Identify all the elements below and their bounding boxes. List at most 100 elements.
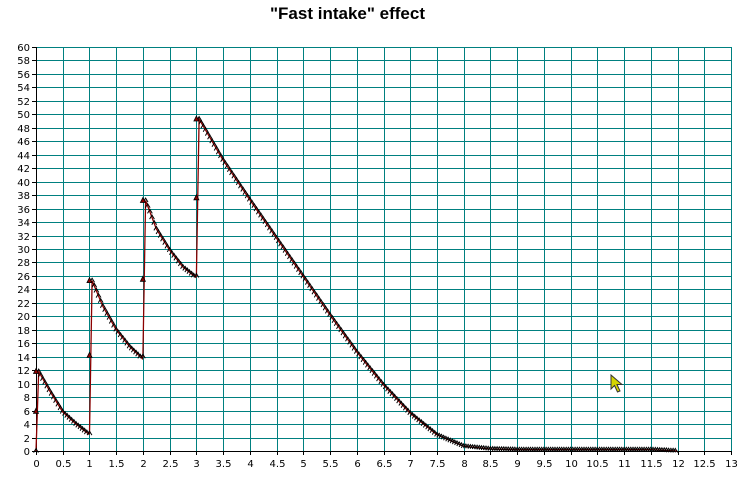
data-point [151, 219, 158, 225]
data-point [320, 302, 327, 308]
data-point [460, 442, 467, 449]
data-point [204, 130, 211, 136]
data-point [469, 443, 476, 450]
data-point [643, 446, 650, 452]
data-point [253, 206, 260, 212]
data-point [224, 163, 231, 169]
data-point [668, 447, 674, 453]
x-tick-label: 4 [247, 459, 253, 470]
data-point [592, 446, 598, 452]
x-tick-label: 2 [140, 459, 146, 470]
data-point [244, 193, 251, 199]
data-point [627, 446, 634, 452]
data-point [532, 446, 538, 452]
data-point [498, 445, 505, 452]
data-point [520, 446, 527, 452]
data-point [670, 447, 676, 453]
data-point [166, 246, 173, 253]
data-point [518, 446, 525, 452]
data-point [342, 333, 349, 339]
data-point [215, 149, 222, 155]
x-tick-label: 9 [514, 459, 520, 470]
data-point [641, 446, 647, 452]
data-point [636, 446, 643, 452]
data-point [378, 378, 385, 385]
y-tick-label: 2 [24, 434, 30, 445]
data-point [198, 119, 205, 125]
data-point [333, 320, 340, 327]
y-tick-label: 4 [24, 420, 30, 431]
chart-title: "Fast intake" effect [269, 4, 425, 23]
data-point [365, 362, 371, 368]
data-point [249, 199, 255, 205]
y-tick-label: 56 [17, 70, 30, 81]
data-point [358, 354, 365, 360]
data-point [578, 446, 585, 452]
data-point [340, 330, 347, 336]
data-point [322, 305, 329, 311]
data-point [556, 446, 563, 452]
data-point [144, 202, 151, 209]
data-point [284, 250, 291, 257]
data-point [500, 445, 507, 452]
data-point [169, 249, 175, 256]
data-point [567, 446, 574, 452]
y-tick-label: 34 [17, 218, 30, 229]
grid-layer [36, 47, 732, 452]
data-point [280, 244, 287, 250]
data-point [351, 345, 358, 351]
data-point [610, 446, 616, 452]
data-point [97, 297, 104, 303]
data-point [505, 446, 512, 452]
data-point [53, 397, 59, 404]
data-point [360, 356, 367, 363]
data-point [616, 446, 623, 452]
y-tick-label: 58 [17, 56, 30, 67]
data-point [108, 318, 115, 324]
data-point [663, 447, 670, 453]
spike-marker [86, 351, 93, 358]
x-tick-label: 10 [565, 459, 578, 470]
data-point [55, 401, 62, 407]
data-point [324, 308, 331, 314]
data-point [202, 126, 209, 133]
data-point [607, 446, 614, 452]
data-point [534, 446, 541, 452]
data-point [353, 348, 360, 354]
data-point [309, 286, 316, 292]
x-tick-label: 7 [407, 459, 413, 470]
data-point [576, 446, 583, 452]
data-point [463, 443, 469, 449]
spike-marker [86, 276, 93, 283]
y-tick-label: 60 [17, 43, 30, 54]
data-point [529, 446, 536, 452]
y-tick-label: 48 [17, 124, 30, 135]
data-point [318, 298, 324, 305]
data-point [538, 446, 545, 452]
data-point [665, 447, 672, 453]
data-point [200, 123, 207, 129]
data-point [242, 189, 249, 196]
y-tick-label: 32 [17, 232, 30, 243]
y-tick-label: 50 [17, 110, 30, 121]
y-tick-label: 28 [17, 258, 30, 269]
x-tick-label: 6 [354, 459, 360, 470]
x-tick-label: 1 [86, 459, 92, 470]
data-point [547, 446, 554, 452]
data-point [605, 446, 612, 452]
spike-marker [32, 367, 40, 374]
data-point [503, 446, 509, 452]
y-tick-label: 30 [17, 245, 30, 256]
x-tick-label: 5 [300, 459, 306, 470]
x-tick-label: 0.5 [56, 459, 72, 470]
data-point [536, 446, 543, 452]
data-point [124, 340, 131, 346]
data-point [207, 134, 213, 140]
data-point [93, 287, 100, 293]
data-point [634, 446, 641, 452]
data-point [483, 445, 489, 451]
y-tick-label: 46 [17, 137, 30, 148]
y-tick-label: 38 [17, 191, 30, 202]
y-tick-label: 44 [17, 151, 30, 162]
data-point [111, 322, 117, 328]
